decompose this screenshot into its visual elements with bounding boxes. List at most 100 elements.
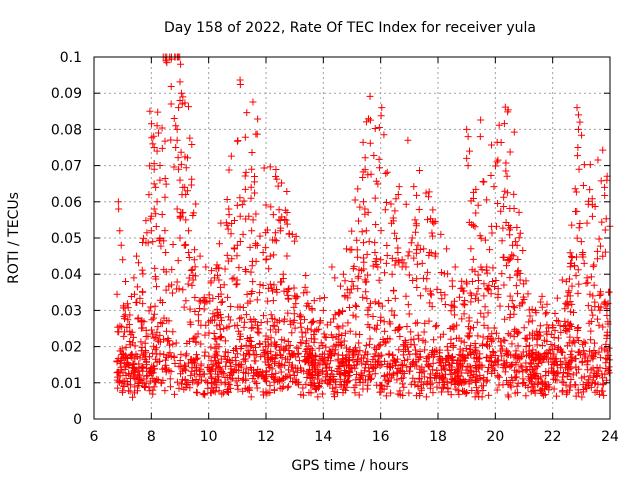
data-point xyxy=(345,347,353,355)
x-tick-label: 20 xyxy=(486,429,504,445)
data-point xyxy=(380,318,388,326)
data-point xyxy=(580,347,588,355)
data-point xyxy=(500,120,508,128)
y-tick-label: 0 xyxy=(73,412,82,428)
data-point xyxy=(247,183,255,191)
data-point xyxy=(311,335,319,343)
data-point xyxy=(591,303,599,311)
data-point xyxy=(484,284,492,292)
data-point xyxy=(497,207,505,215)
data-point xyxy=(239,303,247,311)
data-point xyxy=(392,195,400,203)
data-point xyxy=(581,354,589,362)
data-point xyxy=(314,369,322,377)
data-point xyxy=(225,381,233,389)
data-point xyxy=(263,226,271,234)
data-point xyxy=(162,327,170,335)
data-point xyxy=(508,251,516,259)
data-point xyxy=(568,221,576,229)
data-point xyxy=(326,375,334,383)
data-point xyxy=(554,334,562,342)
data-point xyxy=(519,375,527,383)
data-point xyxy=(468,277,476,285)
data-point xyxy=(160,237,168,245)
data-point xyxy=(387,200,395,208)
data-point xyxy=(322,364,330,372)
data-point xyxy=(408,234,416,242)
data-point xyxy=(354,253,362,261)
data-point xyxy=(418,259,426,267)
data-point xyxy=(525,373,533,381)
data-point xyxy=(586,347,594,355)
data-point xyxy=(483,263,491,271)
data-point xyxy=(439,383,447,391)
data-point xyxy=(541,352,549,360)
data-point xyxy=(420,245,428,253)
data-point xyxy=(249,278,257,286)
data-point xyxy=(372,325,380,333)
data-point xyxy=(383,382,391,390)
data-point xyxy=(484,309,492,317)
data-point xyxy=(513,241,521,249)
data-point xyxy=(563,342,571,350)
data-point xyxy=(348,365,356,373)
data-point xyxy=(402,200,410,208)
data-point xyxy=(405,367,413,375)
data-point xyxy=(335,362,343,370)
data-point xyxy=(253,130,261,138)
data-point xyxy=(587,336,595,344)
data-point xyxy=(167,83,175,91)
data-point xyxy=(366,323,374,331)
data-point xyxy=(463,154,471,162)
data-point xyxy=(264,350,272,358)
data-point xyxy=(553,316,561,324)
data-point xyxy=(479,177,487,185)
data-point xyxy=(459,376,467,384)
data-point xyxy=(297,323,305,331)
data-point xyxy=(581,383,589,391)
data-point xyxy=(346,357,354,365)
data-point xyxy=(313,326,321,334)
data-point xyxy=(601,248,609,256)
data-point xyxy=(549,358,557,366)
data-point xyxy=(193,380,201,388)
data-point xyxy=(486,246,494,254)
data-point xyxy=(377,256,385,264)
data-point xyxy=(514,290,522,298)
data-point xyxy=(286,317,294,325)
data-point xyxy=(563,372,571,380)
data-point xyxy=(586,186,594,194)
data-point xyxy=(478,382,486,390)
data-point xyxy=(194,330,202,338)
data-point xyxy=(483,196,491,204)
data-point xyxy=(370,353,378,361)
data-point xyxy=(173,205,181,213)
data-point xyxy=(413,191,421,199)
data-point xyxy=(277,368,285,376)
data-point xyxy=(477,116,485,124)
data-point xyxy=(290,310,298,318)
data-point xyxy=(128,363,136,371)
chart-title: Day 158 of 2022, Rate Of TEC Index for r… xyxy=(164,20,536,36)
data-point xyxy=(249,257,257,265)
data-point xyxy=(441,300,449,308)
data-point xyxy=(371,194,379,202)
data-point xyxy=(399,380,407,388)
data-point xyxy=(250,357,258,365)
data-point xyxy=(224,349,232,357)
data-point xyxy=(427,374,435,382)
data-point xyxy=(188,364,196,372)
data-point xyxy=(363,385,371,393)
data-point xyxy=(209,310,217,318)
data-point xyxy=(360,258,368,266)
data-point xyxy=(463,362,471,370)
data-point xyxy=(358,228,366,236)
data-point xyxy=(266,163,274,171)
data-point xyxy=(411,346,419,354)
data-point xyxy=(480,178,488,186)
data-point xyxy=(566,333,574,341)
data-point xyxy=(435,378,443,386)
data-point xyxy=(378,302,386,310)
data-point xyxy=(288,351,296,359)
data-point xyxy=(489,264,497,272)
